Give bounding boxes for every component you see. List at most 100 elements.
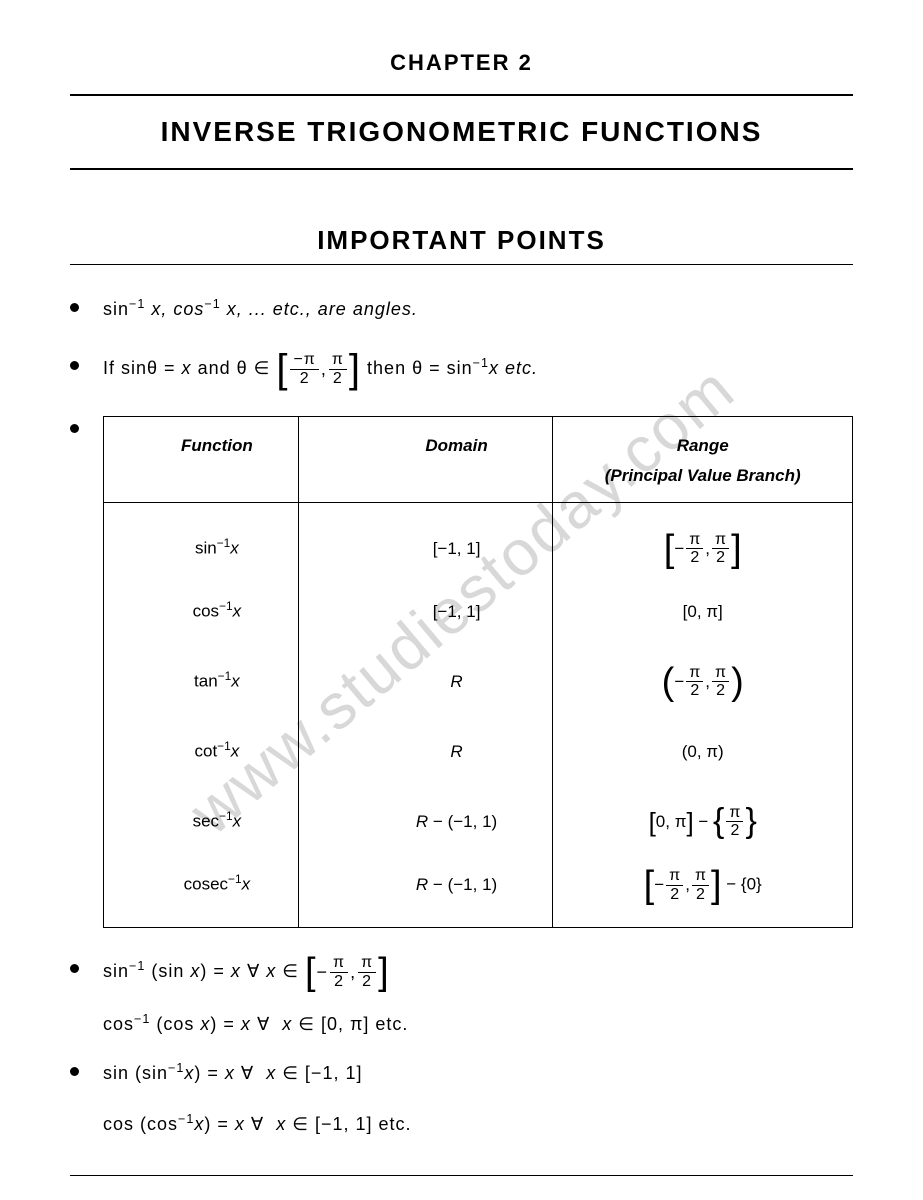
table-row: cosec−1xR − (−1, 1)[−π2, π2] − {0} <box>104 857 853 928</box>
frac-den: 2 <box>358 973 376 991</box>
text: then θ = sin <box>367 358 473 378</box>
sup: −1 <box>129 959 145 973</box>
text: ∀ <box>257 1014 276 1034</box>
text: ) = <box>210 1014 241 1034</box>
text: x <box>235 1114 245 1134</box>
text: If sinθ = <box>103 358 182 378</box>
bullet-item: sin−1 x, cos−1 x, ... etc., are angles. <box>70 293 853 325</box>
text: x <box>190 961 200 981</box>
text: x <box>266 1063 276 1083</box>
comma: , <box>321 353 327 385</box>
cell-function: cot−1x <box>104 717 299 787</box>
cell-domain: [−1, 1] <box>298 502 553 577</box>
sup: −1 <box>168 1061 184 1075</box>
text: x <box>231 961 241 981</box>
table-header-row: Function Domain Range (Principal Value B… <box>104 416 853 502</box>
sup: −1 <box>129 297 145 311</box>
cell-range: [−π2, π2] − {0} <box>553 857 853 928</box>
sup: −1 <box>134 1012 150 1026</box>
frac-num: −π <box>290 351 318 370</box>
bullet-text: sin−1 (sin x) = x ∀ x ∈ [ − π2 , π2 ] <box>103 954 853 990</box>
bullet-text: sin−1 x, cos−1 x, ... etc., are angles. <box>103 293 853 325</box>
text: ) = <box>194 1063 225 1083</box>
bullet-list: sin−1 x, cos−1 x, ... etc., are angles. … <box>70 293 853 1135</box>
bullet-icon <box>70 964 79 973</box>
bullet-item: If sinθ = x and θ ∈ [ −π2 , π2 ] then θ … <box>70 351 853 387</box>
bullet-item-table: Function Domain Range (Principal Value B… <box>70 414 853 955</box>
table-row: cot−1xR(0, π) <box>104 717 853 787</box>
frac-num: π <box>329 351 347 370</box>
cell-function: cos−1x <box>104 577 299 647</box>
text: ∀ <box>251 1114 270 1134</box>
text: ∀ <box>241 1063 260 1083</box>
text: ∈ [0, π] etc. <box>292 1014 408 1034</box>
bracket-right: ] <box>378 957 390 987</box>
text: ) = <box>204 1114 235 1134</box>
cell-range: [−π2, π2] <box>553 502 853 577</box>
text: ) = <box>200 961 231 981</box>
text: Range <box>677 436 729 455</box>
rule-under-title <box>70 168 853 170</box>
text: x <box>200 1014 210 1034</box>
table-row: sin−1x[−1, 1][−π2, π2] <box>104 502 853 577</box>
text: x <box>282 1014 292 1034</box>
text: x, ... etc., are angles. <box>227 299 418 319</box>
text: x <box>182 358 192 378</box>
cell-range: [0, π] − {π2} <box>553 787 853 857</box>
sup: −1 <box>204 297 220 311</box>
frac-den: 2 <box>330 973 348 991</box>
text: sin (sin <box>103 1063 168 1083</box>
bracket-left: [ <box>276 353 288 385</box>
table-row: cos−1x[−1, 1][0, π] <box>104 577 853 647</box>
comma: , <box>350 956 356 988</box>
text: x <box>225 1063 235 1083</box>
text: θ ∈ <box>237 358 271 378</box>
text: ∈ [−1, 1] <box>276 1063 362 1083</box>
text: (sin <box>151 961 190 981</box>
page-content: CHAPTER 2 INVERSE TRIGONOMETRIC FUNCTION… <box>70 50 853 1176</box>
text: and <box>198 358 237 378</box>
bracket-right: ] <box>349 353 361 385</box>
bullet-icon <box>70 1067 79 1076</box>
text: x <box>184 1063 194 1083</box>
bullet-text: sin (sin−1x) = x ∀ x ∈ [−1, 1] <box>103 1057 853 1089</box>
frac-num: π <box>330 954 348 973</box>
table-row: tan−1xR(−π2, π2) <box>104 647 853 717</box>
text: ∀ <box>247 961 266 981</box>
cell-domain: R <box>298 647 553 717</box>
text: x <box>276 1114 286 1134</box>
bullet-text: If sinθ = x and θ ∈ [ −π2 , π2 ] then θ … <box>103 351 853 387</box>
chapter-label: CHAPTER 2 <box>70 50 853 76</box>
text: sin <box>103 299 129 319</box>
text: ∈ <box>276 961 299 981</box>
bullet-icon <box>70 424 79 433</box>
bullet-icon <box>70 361 79 370</box>
text: x <box>241 1014 251 1034</box>
cell-domain: R <box>298 717 553 787</box>
bullet-item: sin (sin−1x) = x ∀ x ∈ [−1, 1] <box>70 1057 853 1089</box>
bullet-icon <box>70 303 79 312</box>
cell-function: tan−1x <box>104 647 299 717</box>
sup: −1 <box>473 356 489 370</box>
cell-range: (0, π) <box>553 717 853 787</box>
cell-function: sec−1x <box>104 787 299 857</box>
text: x <box>194 1114 204 1134</box>
cell-range: (−π2, π2) <box>553 647 853 717</box>
cell-domain: R − (−1, 1) <box>298 857 553 928</box>
functions-table: Function Domain Range (Principal Value B… <box>103 416 853 929</box>
cell-function: sin−1x <box>104 502 299 577</box>
text: (Principal Value Branch) <box>605 466 801 485</box>
bullet-item: sin−1 (sin x) = x ∀ x ∈ [ − π2 , π2 ] <box>70 954 853 990</box>
text: sin <box>103 961 129 981</box>
section-title: IMPORTANT POINTS <box>70 225 853 265</box>
th-domain: Domain <box>298 416 553 502</box>
text: x <box>266 961 276 981</box>
sub-line: cos−1 (cos x) = x ∀ x ∈ [0, π] etc. <box>70 1012 853 1035</box>
chapter-title: INVERSE TRIGONOMETRIC FUNCTIONS <box>70 96 853 168</box>
text: x etc. <box>489 358 538 378</box>
cell-function: cosec−1x <box>104 857 299 928</box>
table-row: sec−1xR − (−1, 1)[0, π] − {π2} <box>104 787 853 857</box>
text: cos <box>103 1014 134 1034</box>
th-function: Function <box>104 416 299 502</box>
text: x, cos <box>151 299 204 319</box>
